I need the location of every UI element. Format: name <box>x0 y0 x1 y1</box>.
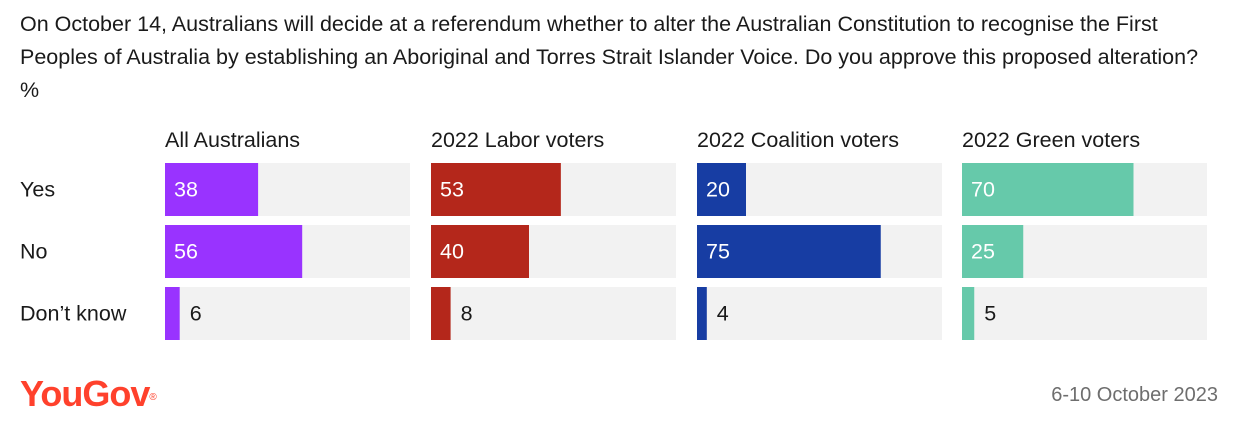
bar <box>962 225 1024 278</box>
category-label: Yes <box>20 178 55 202</box>
data-label: 40 <box>440 240 464 264</box>
data-label: 6 <box>190 302 202 326</box>
bar <box>165 225 303 278</box>
bar <box>697 163 746 216</box>
data-label: 25 <box>971 240 995 264</box>
data-label: 8 <box>461 302 473 326</box>
survey-date: 6-10 October 2023 <box>1051 384 1218 406</box>
bar-track <box>431 287 676 340</box>
panel-title: All Australians <box>165 128 300 152</box>
data-label: 70 <box>971 178 995 202</box>
chart-title: On October 14, Australians will decide a… <box>20 12 1199 102</box>
bar-track <box>165 287 410 340</box>
bar-track <box>962 287 1207 340</box>
data-label: 56 <box>174 240 198 264</box>
bar <box>697 225 881 278</box>
yougov-logo: YouGov® <box>20 372 157 416</box>
panel-title: 2022 Labor voters <box>431 128 604 152</box>
bar <box>165 163 259 216</box>
data-label: 75 <box>706 240 730 264</box>
data-label: 5 <box>984 302 996 326</box>
bar <box>431 225 529 278</box>
category-label: No <box>20 240 48 264</box>
bar <box>697 287 707 340</box>
category-label: Don’t know <box>20 302 127 326</box>
bar-chart: Yes No Don’t know All Australians 38 56 6 2022 … <box>20 128 1207 340</box>
brand-name: YouGov <box>20 373 150 414</box>
bar <box>165 287 180 340</box>
data-label: 4 <box>717 302 729 326</box>
bar <box>962 287 975 340</box>
data-label: 38 <box>174 178 198 202</box>
bar <box>431 163 561 216</box>
trademark-symbol: ® <box>149 392 156 403</box>
panel-title: 2022 Coalition voters <box>697 128 899 152</box>
bar <box>962 163 1134 216</box>
bar-track <box>697 287 942 340</box>
data-label: 53 <box>440 178 464 202</box>
panel-title: 2022 Green voters <box>962 128 1140 152</box>
data-label: 20 <box>706 178 730 202</box>
bar <box>431 287 451 340</box>
